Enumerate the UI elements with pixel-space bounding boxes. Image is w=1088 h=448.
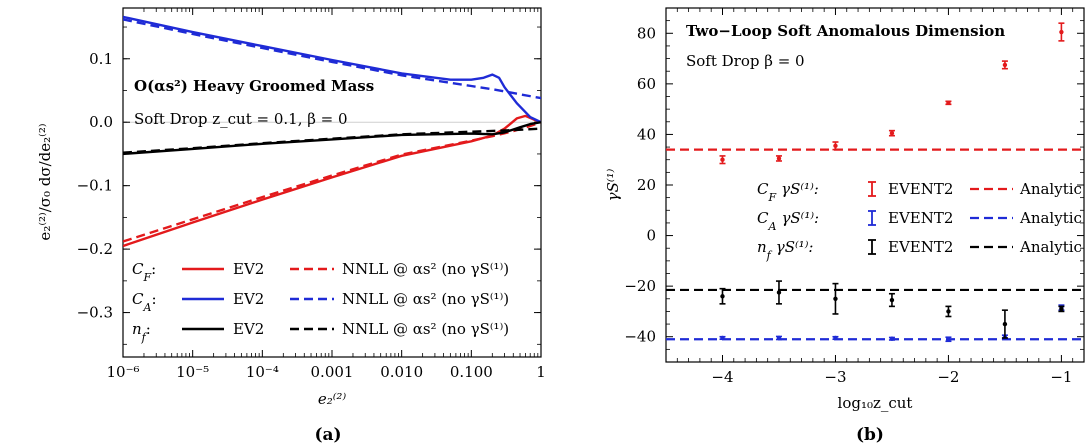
y-tick-label-6: −40 [624, 328, 656, 346]
x-tick-label-6: 1 [536, 363, 546, 381]
x-tick-label-1: 10⁻⁵ [176, 363, 209, 381]
x-tick-label-0: −4 [711, 368, 733, 386]
legend-colon: : [151, 290, 156, 308]
panel-b-title: Two−Loop Soft Anomalous Dimension [686, 22, 1005, 40]
x-tick-label-2: 10⁻⁴ [246, 363, 279, 381]
x-tick-label-4: 0.010 [380, 363, 423, 381]
panel-a-title: O(αs²) Heavy Groomed Mass [134, 77, 374, 95]
panel-a: 10⁻⁶ 10⁻⁵ 10⁻⁴ 0.001 0.010 0.100 1 0.1 0.0 −0.1 −… [36, 7, 546, 408]
y-tick-label-0: 0.1 [89, 50, 113, 68]
legend-nnll-label-n_f: NNLL @ αs² (no γS⁽¹⁾) [342, 320, 509, 338]
panel-b-xlabel: log₁₀z_cut [838, 394, 913, 412]
legend-subscript: A [767, 220, 776, 233]
series-C_F-EV2 [123, 114, 541, 248]
legend-ev2-label-n_f: EV2 [233, 320, 264, 338]
legend-subscript: A [142, 301, 151, 314]
legend-subscript: F [142, 271, 151, 284]
legend-gamma: γS⁽¹⁾: [781, 180, 819, 198]
x-tick-label-3: 0.001 [311, 363, 354, 381]
series-n_f-NNLL [123, 127, 541, 154]
legend-group-label-C_A: CA γS⁽¹⁾: [757, 209, 819, 233]
legend-ev2-label-C_F: EV2 [233, 260, 264, 278]
point-C_F-1 [776, 156, 782, 161]
y-tick-label-3: 20 [637, 176, 656, 194]
legend-analytic-label-C_A: Analytic [1019, 209, 1082, 227]
point-C_F-0 [720, 157, 725, 162]
legend-subscript: F [767, 191, 776, 204]
point-C_A-4 [946, 337, 951, 342]
series-C_A-NNLL [123, 18, 541, 100]
y-tick-label-4: −0.3 [77, 304, 113, 322]
point-C_F-6 [1059, 29, 1064, 35]
legend-nnll-label-C_F: NNLL @ αs² (no γS⁽¹⁾) [342, 260, 509, 278]
point-C_A-1 [776, 335, 782, 341]
x-tick-label-5: 0.100 [450, 363, 493, 381]
legend-colon: : [151, 260, 156, 278]
panel-b: −4 −3 −2 −1 80 60 40 20 0 −20 −40 Two−Loop Soft A… [604, 7, 1085, 412]
x-tick-label-1: −3 [824, 368, 846, 386]
legend-event-label-C_A: EVENT2 [888, 209, 953, 227]
panel-b-legend: CF γS⁽¹⁾: EVENT2 Analytic CA γS⁽¹⁾: EVENT2 Anal… [757, 180, 1082, 262]
point-C_A-2 [833, 335, 838, 341]
legend-event-label-n_f: EVENT2 [888, 238, 953, 256]
y-tick-label-3: −0.2 [77, 240, 113, 258]
panel-a-y-ticks: 0.1 0.0 −0.1 −0.2 −0.3 [77, 26, 541, 345]
point-n_f-0 [720, 294, 725, 299]
legend-group-label-C_F: CF γS⁽¹⁾: [757, 180, 819, 204]
panel-a-xlabel: e₂⁽²⁾ [318, 390, 347, 408]
y-tick-label-4: 0 [646, 227, 656, 245]
legend-subscript: f [766, 249, 773, 262]
legend-colon: : [146, 320, 151, 338]
panel-a-ylabel: e₂⁽²⁾/σ₀ dσ/de₂⁽²⁾ [36, 123, 54, 240]
caption-b: (b) [856, 425, 884, 445]
point-n_f-1 [776, 290, 782, 295]
legend-ev2-label-C_A: EV2 [233, 290, 264, 308]
panel-b-x-ticks: −4 −3 −2 −1 [676, 8, 1074, 386]
point-n_f-6 [1059, 306, 1064, 312]
panel-b-series [666, 22, 1084, 343]
panel-a-legend: CF: EV2 NNLL @ αs² (no γS⁽¹⁾) CA: EV2 NNLL @ … [132, 260, 509, 344]
legend-subscript: f [141, 331, 148, 344]
y-tick-label-5: −20 [624, 277, 656, 295]
x-tick-label-3: −1 [1050, 368, 1072, 386]
legend-group-label-n_f: nf γS⁽¹⁾: [757, 238, 813, 262]
legend-group-label-C_F: CF: [132, 260, 156, 284]
point-n_f-5 [1002, 321, 1008, 327]
point-n_f-4 [946, 309, 951, 314]
y-tick-label-0: 80 [637, 24, 656, 42]
point-C_F-2 [833, 143, 838, 149]
panel-a-x-ticks: 10⁻⁶ 10⁻⁵ 10⁻⁴ 0.001 0.010 0.100 1 [106, 8, 546, 381]
point-C_F-4 [946, 100, 951, 106]
series-C_A-EV2 [123, 15, 541, 124]
panel-a-subtitle: Soft Drop z_cut = 0.1, β = 0 [134, 110, 348, 128]
x-tick-label-0: 10⁻⁶ [106, 363, 139, 381]
legend-analytic-label-n_f: Analytic [1019, 238, 1082, 256]
point-n_f-3 [889, 297, 895, 303]
point-C_A-0 [720, 335, 725, 341]
y-tick-label-1: 0.0 [89, 113, 113, 131]
x-tick-label-2: −2 [937, 368, 959, 386]
caption-a: (a) [314, 425, 341, 445]
point-C_F-5 [1002, 62, 1008, 68]
panel-b-y-ticks: 80 60 40 20 0 −20 −40 [624, 20, 1084, 350]
legend-gamma: γS⁽¹⁾: [776, 238, 814, 256]
y-tick-label-2: 40 [637, 125, 656, 143]
panel-a-series [123, 15, 541, 248]
y-tick-label-2: −0.1 [77, 177, 113, 195]
point-C_F-3 [889, 130, 895, 136]
legend-analytic-label-C_F: Analytic [1019, 180, 1082, 198]
legend-gamma: γS⁽¹⁾: [781, 209, 819, 227]
panel-b-subtitle: Soft Drop β = 0 [686, 52, 805, 70]
legend-event-label-C_F: EVENT2 [888, 180, 953, 198]
legend-group-label-n_f: nf: [132, 320, 151, 344]
point-n_f-2 [833, 296, 838, 301]
legend-nnll-label-C_A: NNLL @ αs² (no γS⁽¹⁾) [342, 290, 509, 308]
point-C_A-3 [889, 336, 895, 341]
legend-group-label-C_A: CA: [132, 290, 157, 314]
panel-b-ylabel: γS⁽¹⁾ [604, 168, 622, 201]
y-tick-label-1: 60 [637, 75, 656, 93]
